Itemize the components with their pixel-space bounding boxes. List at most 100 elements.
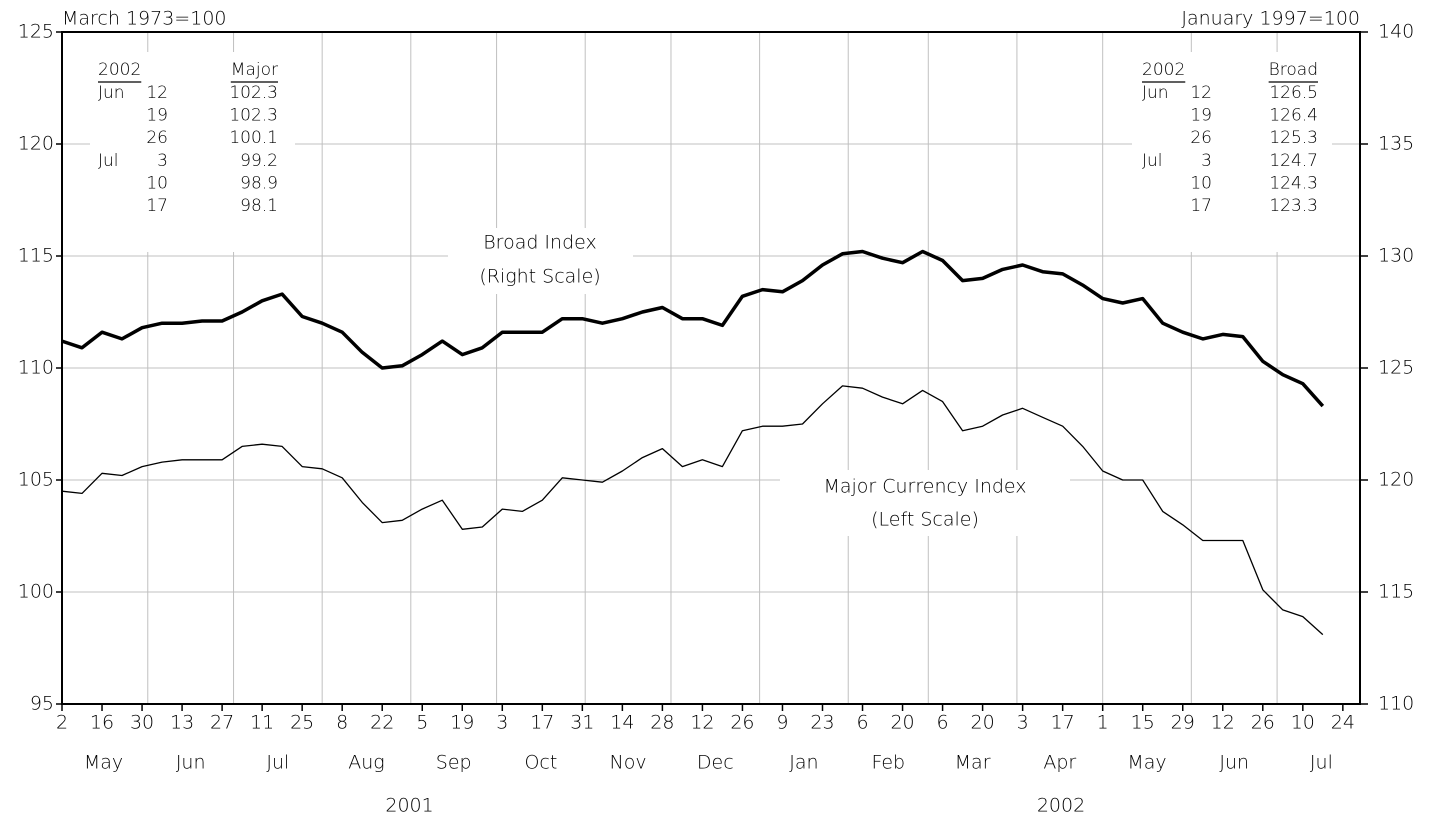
y-tick-label: 115 — [18, 245, 54, 267]
x-tick-label: 6 — [856, 712, 868, 734]
table-day: 26 — [1190, 128, 1212, 148]
y2-tick-label: 140 — [1378, 21, 1414, 43]
month-label: Jun — [176, 752, 206, 774]
x-tick-label: 22 — [370, 712, 394, 734]
x-tick-label: 10 — [1291, 712, 1315, 734]
x-tick-label: 16 — [90, 712, 114, 734]
y2-tick-label: 120 — [1378, 469, 1414, 491]
month-label: May — [84, 752, 123, 774]
x-tick-label: 3 — [496, 712, 508, 734]
x-tick-label: 29 — [1171, 712, 1195, 734]
x-tick-label: 17 — [1051, 712, 1075, 734]
table-day: 12 — [1190, 83, 1212, 103]
table-day: 3 — [157, 151, 168, 171]
table-backdrop — [90, 52, 295, 252]
series-scale-note: (Right Scale) — [479, 266, 600, 288]
month-label: Oct — [524, 752, 557, 774]
x-tick-label: 15 — [1131, 712, 1155, 734]
x-tick-label: 11 — [250, 712, 274, 734]
x-tick-label: 17 — [530, 712, 554, 734]
label-backdrop — [780, 470, 1070, 536]
x-tick-label: 25 — [290, 712, 314, 734]
table-column: Major — [231, 60, 278, 80]
month-label: Jul — [266, 752, 289, 774]
table-year: 2002 — [1142, 60, 1185, 80]
table-value: 99.2 — [240, 151, 278, 171]
y2-tick-label: 135 — [1378, 133, 1414, 155]
month-label: Feb — [871, 752, 905, 774]
x-tick-label: 28 — [650, 712, 674, 734]
x-tick-label: 12 — [690, 712, 714, 734]
x-tick-label: 12 — [1211, 712, 1235, 734]
series-line — [61, 385, 1324, 636]
table-value: 100.1 — [229, 128, 278, 148]
month-label: Jan — [789, 752, 818, 774]
label-backdrop — [448, 228, 633, 294]
x-tick-label: 20 — [971, 712, 995, 734]
table-value: 102.3 — [229, 106, 278, 126]
x-tick-label: 8 — [336, 712, 348, 734]
y-tick-label: 110 — [18, 357, 54, 379]
month-label: Aug — [348, 752, 384, 774]
table-day: 19 — [1190, 106, 1212, 126]
y2-tick-label: 110 — [1378, 693, 1414, 715]
table-day: 10 — [1190, 173, 1212, 193]
x-tick-label: 31 — [570, 712, 594, 734]
x-tick-label: 2 — [56, 712, 68, 734]
series-scale-note: (Left Scale) — [871, 509, 979, 531]
month-label: Sep — [436, 752, 472, 774]
x-tick-label: 14 — [610, 712, 634, 734]
table-value: 126.5 — [1269, 83, 1318, 103]
table-month: Jun — [98, 83, 125, 103]
table-value: 126.4 — [1269, 106, 1318, 126]
month-label: Apr — [1043, 752, 1076, 774]
x-tick-label: 19 — [450, 712, 474, 734]
table-value: 124.3 — [1269, 173, 1318, 193]
table-value: 98.9 — [240, 173, 278, 193]
table-value: 123.3 — [1269, 196, 1318, 216]
month-label: Nov — [610, 752, 647, 774]
y2-tick-label: 115 — [1378, 581, 1414, 603]
month-label: Mar — [955, 752, 991, 774]
series-label: Major Currency Index — [823, 476, 1026, 498]
table-value: 124.7 — [1269, 151, 1318, 171]
y-tick-label: 95 — [30, 693, 54, 715]
series-label: Broad Index — [483, 232, 597, 254]
table-year: 2002 — [98, 60, 141, 80]
plot-frame — [61, 31, 1361, 705]
year-label: 2002 — [1037, 795, 1085, 817]
y-tick-label: 120 — [18, 133, 54, 155]
left-axis-note: March 1973=100 — [62, 8, 227, 30]
x-tick-label: 30 — [130, 712, 154, 734]
table-value: 102.3 — [229, 83, 278, 103]
y-tick-label: 105 — [18, 469, 54, 491]
y-tick-label: 125 — [18, 21, 54, 43]
x-tick-label: 13 — [170, 712, 194, 734]
table-day: 26 — [146, 128, 168, 148]
table-day: 17 — [146, 196, 168, 216]
table-value: 98.1 — [240, 196, 278, 216]
x-tick-label: 5 — [416, 712, 428, 734]
y-tick-label: 100 — [18, 581, 54, 603]
month-label: Jul — [1310, 752, 1333, 774]
x-tick-label: 1 — [1097, 712, 1109, 734]
table-month: Jun — [1142, 83, 1169, 103]
table-value: 125.3 — [1269, 128, 1318, 148]
table-month: Jul — [98, 151, 119, 171]
x-tick-label: 26 — [1251, 712, 1275, 734]
table-month: Jul — [1142, 151, 1163, 171]
month-label: Jun — [1219, 752, 1249, 774]
series-line — [61, 249, 1325, 408]
table-day: 12 — [146, 83, 168, 103]
table-backdrop — [1132, 52, 1332, 252]
right-axis-note: January 1997=100 — [1181, 8, 1360, 30]
x-tick-label: 27 — [210, 712, 234, 734]
year-label: 2001 — [385, 795, 433, 817]
x-tick-label: 24 — [1331, 712, 1355, 734]
table-column: Broad — [1269, 60, 1318, 80]
table-day: 17 — [1190, 196, 1212, 216]
x-tick-label: 20 — [890, 712, 914, 734]
x-tick-label: 6 — [937, 712, 949, 734]
table-day: 19 — [146, 106, 168, 126]
